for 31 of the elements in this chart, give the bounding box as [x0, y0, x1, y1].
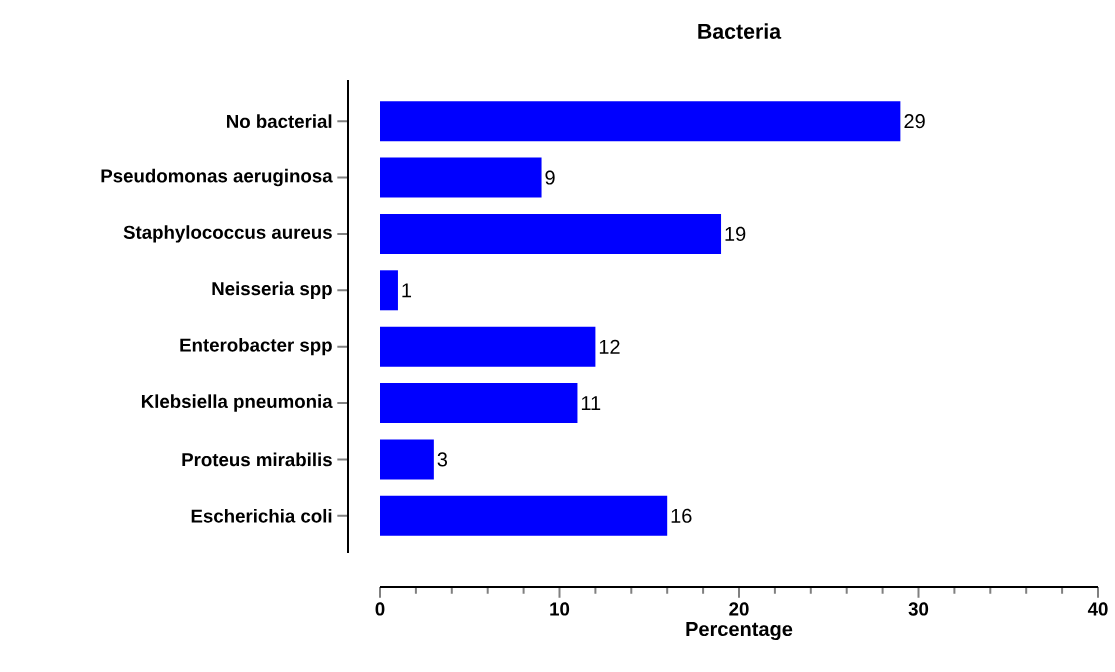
data-label: 1: [402, 283, 412, 298]
bar: [380, 439, 434, 480]
data-label: 3: [437, 452, 448, 467]
bar: [380, 270, 398, 311]
bar: [380, 326, 596, 367]
x-tick-label: 20: [729, 602, 749, 616]
y-tick-label: Enterobacter spp: [180, 337, 332, 356]
y-tick-label: No bacterial: [227, 114, 332, 129]
data-label: 19: [725, 226, 746, 241]
x-tick-label: 10: [550, 602, 570, 616]
data-label: 9: [545, 170, 555, 185]
data-label: 11: [581, 396, 601, 410]
x-tick-label: 30: [908, 602, 929, 616]
bar: [380, 157, 542, 198]
y-tick-label: Proteus mirabilis: [182, 452, 332, 467]
bar: [380, 495, 668, 536]
data-label: 12: [599, 339, 620, 354]
bar: [380, 213, 722, 254]
x-tick-label: 40: [1087, 602, 1108, 616]
data-label: 29: [904, 114, 925, 129]
bar: [380, 101, 901, 142]
x-tick-label: 0: [375, 602, 385, 616]
data-label: 16: [671, 508, 692, 523]
y-tick-label: Neisseria spp: [212, 281, 332, 299]
y-tick-label: Escherichia coli: [191, 508, 332, 523]
y-tick-label: Pseudomonas aeruginosa: [101, 168, 333, 187]
y-tick-label: Staphylococcus aureus: [123, 225, 332, 243]
x-axis-title: Percentage: [686, 622, 793, 641]
chart-title: Bacteria: [698, 23, 782, 39]
bar: [380, 383, 578, 424]
y-tick-label: Klebsiella pneumonia: [141, 394, 333, 412]
